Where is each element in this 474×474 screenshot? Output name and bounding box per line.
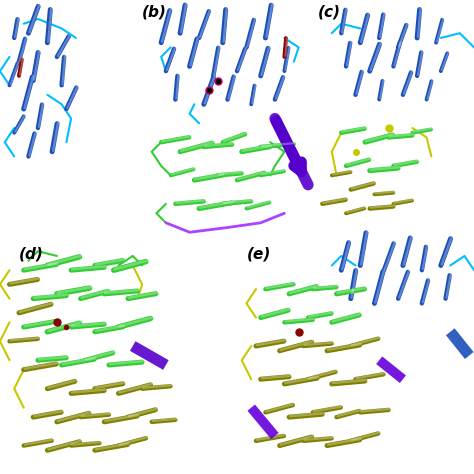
Text: (b): (b) <box>142 5 167 20</box>
Text: (c): (c) <box>318 5 341 20</box>
Text: (d): (d) <box>19 246 44 262</box>
Text: (e): (e) <box>246 246 271 262</box>
